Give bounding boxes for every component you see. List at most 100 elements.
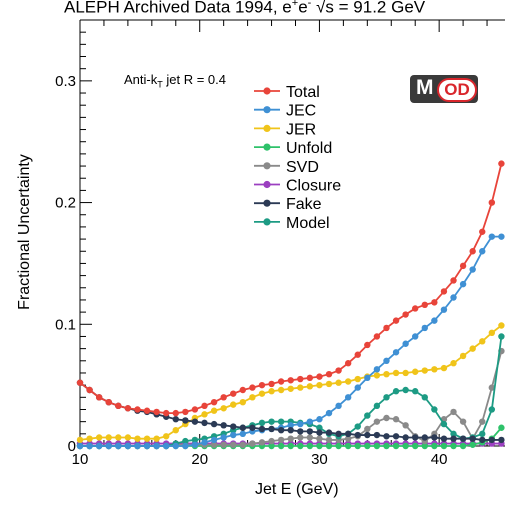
legend-label-svd: SVD — [286, 159, 319, 176]
data-point-fake — [402, 434, 409, 441]
data-point-unfold — [383, 442, 390, 450]
data-point-fake — [325, 429, 333, 436]
data-point-jec — [479, 248, 486, 255]
data-point-model — [191, 436, 199, 444]
data-point-jer — [316, 381, 323, 389]
data-point-total — [277, 378, 285, 385]
jet-algorithm-label: Anti-kT jet R = 0.4 — [124, 72, 226, 90]
data-point-total — [95, 394, 103, 401]
data-point-unfold — [335, 442, 342, 450]
data-point-fake — [373, 431, 381, 439]
data-point-fake — [479, 436, 486, 444]
data-point-jer — [172, 426, 179, 434]
data-point-unfold — [277, 442, 285, 450]
data-point-total — [335, 367, 342, 374]
data-point-fake — [450, 435, 457, 442]
data-point-jec — [105, 442, 112, 450]
data-point-jec — [191, 441, 199, 448]
data-point-jer — [287, 385, 294, 392]
data-point-fake — [440, 435, 448, 442]
legend-label-model: Model — [286, 215, 330, 232]
data-point-total — [268, 380, 275, 388]
data-point-total — [230, 390, 237, 397]
data-point-jec — [172, 442, 179, 450]
data-point-fake — [498, 436, 505, 444]
data-point-unfold — [402, 442, 409, 450]
data-point-model — [383, 394, 390, 401]
data-point-jer — [383, 370, 390, 378]
data-point-jer — [258, 390, 266, 397]
title-sup-plus: + — [291, 0, 299, 9]
x-tick-label: 30 — [311, 451, 328, 468]
data-point-jec — [316, 416, 323, 423]
data-point-jec — [421, 324, 428, 332]
data-point-unfold — [498, 424, 505, 431]
data-point-model — [316, 424, 323, 431]
data-point-jer — [450, 360, 457, 367]
data-point-total — [143, 407, 151, 414]
data-point-jec — [488, 233, 496, 240]
data-point-svd — [230, 441, 237, 448]
data-point-unfold — [373, 442, 381, 450]
data-point-jec — [95, 442, 103, 450]
jet-label-radius: jet R = 0.4 — [162, 72, 226, 87]
data-point-total — [220, 394, 227, 401]
data-point-model — [364, 412, 371, 419]
data-point-fake — [488, 436, 496, 444]
data-point-model — [373, 402, 381, 410]
legend-marker-jec — [263, 106, 271, 114]
data-point-model — [402, 386, 409, 394]
data-point-total — [316, 373, 323, 380]
data-point-fake — [421, 434, 428, 441]
legend-marker-fake — [263, 199, 271, 207]
legend-marker-total — [263, 87, 271, 95]
data-point-model — [450, 430, 457, 438]
data-point-fake — [392, 433, 400, 440]
data-point-total — [431, 299, 438, 306]
data-point-unfold — [364, 442, 371, 450]
data-point-svd — [268, 437, 275, 445]
y-tick-label: 0.3 — [55, 73, 76, 90]
data-point-jer — [153, 435, 160, 442]
data-point-jer — [421, 367, 428, 374]
data-point-total — [440, 288, 448, 295]
data-point-jer — [249, 394, 256, 401]
data-point-jec — [134, 442, 141, 450]
legend-label-total: Total — [286, 84, 320, 101]
data-point-svd — [383, 414, 390, 422]
data-point-model — [412, 388, 419, 395]
data-point-jec — [239, 430, 247, 438]
data-point-unfold — [268, 442, 275, 450]
data-point-svd — [306, 434, 314, 441]
data-point-jer — [440, 364, 448, 372]
data-point-jer — [86, 435, 93, 442]
data-point-svd — [373, 418, 381, 425]
data-point-jec — [210, 436, 218, 444]
data-point-jer — [230, 401, 237, 408]
data-point-svd — [344, 435, 352, 442]
data-point-fake — [201, 419, 208, 427]
data-point-model — [440, 420, 448, 428]
data-point-model — [354, 423, 361, 430]
data-point-svd — [402, 422, 409, 429]
legend-label-unfold: Unfold — [286, 140, 332, 157]
mod-logo-m: M — [416, 76, 434, 99]
figure-title: ALEPH Archived Data 1994, e+e- √s = 91.2… — [64, 0, 425, 18]
data-point-fake — [191, 418, 199, 425]
data-point-jec — [162, 442, 170, 450]
x-axis-label: Jet E (GeV) — [255, 481, 339, 498]
data-point-fake — [306, 428, 314, 435]
data-point-jec — [364, 374, 371, 382]
data-point-jec — [306, 418, 314, 425]
data-point-jer — [95, 434, 103, 441]
data-point-svd — [297, 434, 304, 441]
data-point-jer — [162, 433, 170, 440]
data-point-fake — [344, 430, 352, 438]
legend-label-fake: Fake — [286, 196, 322, 213]
data-point-unfold — [392, 442, 400, 450]
data-point-total — [76, 379, 84, 386]
data-point-jec — [498, 233, 505, 240]
data-point-jec — [344, 394, 352, 401]
data-point-jer — [124, 434, 132, 441]
